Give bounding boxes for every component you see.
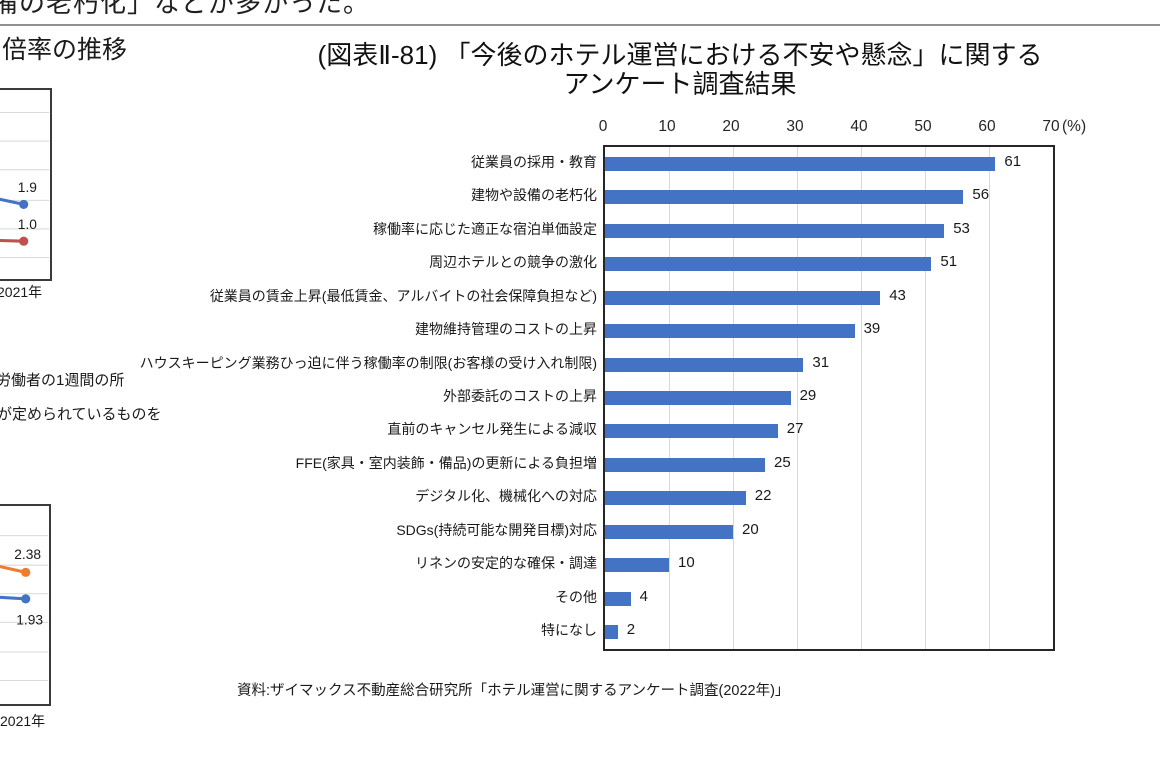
gridlines — [0, 111, 50, 259]
grid-line — [989, 147, 990, 649]
x-tick-label: 10 — [658, 118, 676, 135]
bar-chart-plot-area — [603, 145, 1055, 651]
category-label: その他 — [555, 588, 597, 605]
bar-value-label: 29 — [799, 387, 817, 404]
figure-title-line-1: (図表Ⅱ-81) 「今後のホテル運営における不安や懸念」に関する — [317, 40, 1043, 70]
bar — [605, 357, 804, 372]
left-note-line-2: が定められているものを — [0, 406, 162, 423]
bar-value-label: 25 — [774, 453, 791, 471]
x-tick-label: 60 — [978, 118, 996, 135]
bar-value-label: 53 — [953, 219, 970, 237]
bar — [605, 190, 964, 205]
figure-title: (図表Ⅱ-81) 「今後のホテル運営における不安や懸念」に関する アンケート調査… — [230, 41, 1130, 99]
blue-trend-line — [0, 595, 26, 601]
bar — [605, 324, 855, 339]
blue-data-point — [21, 594, 31, 604]
bar-value-label: 43 — [889, 286, 906, 304]
bar-value-label: 20 — [742, 520, 759, 538]
blue-data-point — [19, 199, 29, 210]
category-label: FFE(家具・室内装飾・備品)の更新による負担増 — [295, 454, 597, 471]
blue-data-label: 1.9 — [18, 180, 37, 195]
bar-value-label: 31 — [812, 353, 830, 371]
category-label: デジタル化、機械化への対応 — [415, 488, 597, 505]
source-note: 資料:ザイマックス不動産総合研究所「ホテル運営に関するアンケート調査(2022年… — [237, 683, 790, 699]
bar — [605, 558, 669, 573]
left-bottom-line-chart: 2.38 1.93 — [0, 504, 51, 706]
section-divider-line — [0, 24, 1160, 26]
bar — [605, 625, 618, 640]
category-label: 稼働率に応じた適正な宿泊単価設定 — [373, 220, 597, 237]
x-tick-label: 70 — [1042, 118, 1060, 135]
orange-data-label: 2.38 — [14, 547, 41, 562]
previous-paragraph-fragment: 備の老朽化」などが多かった。 — [0, 0, 371, 18]
category-label: リネンの安定的な確保・調達 — [415, 555, 597, 572]
left-bottom-line-chart-svg: 2.38 1.93 — [0, 535, 49, 682]
bar — [605, 257, 932, 272]
bar-value-label: 4 — [639, 587, 648, 605]
bar — [605, 391, 791, 405]
x-tick-label: 30 — [786, 118, 804, 135]
x-tick-label: 0 — [598, 118, 608, 135]
x-tick-label: 50 — [914, 118, 932, 135]
red-data-point — [19, 236, 29, 246]
bar-value-label: 56 — [972, 186, 990, 204]
grid-line — [861, 147, 862, 649]
x-axis-unit-label: (%) — [1062, 118, 1087, 135]
bar-value-label: 61 — [1004, 152, 1022, 170]
left-chart-title-fragment: 倍率の推移 — [2, 36, 128, 64]
bar — [605, 457, 765, 472]
bar — [605, 290, 881, 305]
red-trend-line — [0, 238, 24, 243]
category-label: 従業員の賃金上昇(最低賃金、アルバイトの社会保障負担など) — [209, 287, 597, 304]
gridlines — [0, 535, 49, 682]
bar-value-label: 51 — [940, 253, 958, 271]
left-top-line-chart: 1.9 1.0 — [0, 88, 52, 281]
bar — [605, 524, 733, 539]
figure-title-line-2: アンケート調査結果 — [563, 69, 797, 99]
red-data-label: 1.0 — [18, 217, 37, 232]
bar — [605, 491, 746, 506]
left-top-chart-x-tick: 2021年 — [0, 284, 43, 300]
bar — [605, 591, 631, 606]
category-label: 建物や設備の老朽化 — [471, 187, 597, 204]
x-tick-label: 20 — [722, 118, 740, 135]
bar-value-label: 27 — [786, 420, 804, 438]
bar — [605, 424, 778, 439]
bar — [605, 223, 945, 238]
grid-line — [797, 147, 798, 649]
category-label: SDGs(持続可能な開発目標)対応 — [396, 521, 597, 538]
x-tick-label: 40 — [850, 118, 868, 135]
orange-trend-line — [0, 565, 27, 574]
grid-line — [925, 147, 926, 649]
category-label: 外部委託のコストの上昇 — [443, 388, 597, 404]
left-bottom-chart-x-tick: 2021年 — [0, 713, 46, 729]
bar-value-label: 22 — [754, 487, 772, 505]
blue-trend-line — [0, 197, 25, 206]
category-label: 従業員の採用・教育 — [471, 153, 597, 170]
bar-value-label: 39 — [863, 320, 881, 338]
category-label: 周辺ホテルとの競争の激化 — [429, 254, 597, 271]
category-label: 建物維持管理のコストの上昇 — [415, 321, 597, 338]
left-top-line-chart-svg: 1.9 1.0 — [0, 111, 50, 259]
category-label: ハウスキーピング業務ひっ迫に伴う稼働率の制限(お客様の受け入れ制限) — [139, 354, 597, 371]
bar — [605, 156, 996, 171]
bar-value-label: 10 — [678, 554, 695, 572]
left-note-line-1: 労働者の1週間の所 — [0, 372, 125, 389]
category-label: 特になし — [541, 622, 597, 639]
category-label: 直前のキャンセル発生による減収 — [387, 421, 597, 438]
blue-data-label: 1.93 — [16, 612, 43, 627]
bar-value-label: 2 — [626, 621, 636, 639]
orange-data-point — [21, 567, 31, 577]
